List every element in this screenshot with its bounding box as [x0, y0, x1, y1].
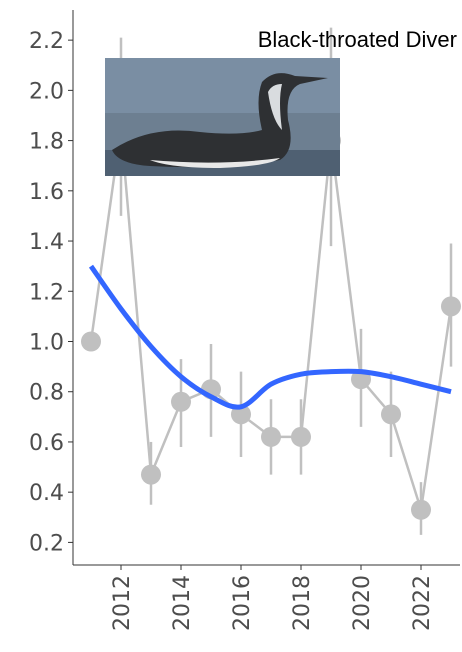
y-tick-label: 2.0 — [29, 79, 64, 104]
data-point — [171, 391, 191, 412]
x-tick-label: 2018 — [290, 575, 315, 631]
y-tick-label: 1.4 — [29, 230, 64, 255]
trend-line — [88, 264, 452, 410]
x-tick-label: 2020 — [350, 575, 375, 631]
y-tick-label: 0.4 — [29, 481, 64, 506]
y-tick-label: 0.2 — [29, 531, 64, 556]
y-tick-label: 2.2 — [29, 29, 64, 54]
y-tick-label: 1.2 — [29, 280, 64, 305]
y-tick-label: 0.8 — [29, 381, 64, 406]
y-tick-label: 1.0 — [29, 330, 64, 355]
x-tick-label: 2022 — [410, 575, 435, 631]
data-point — [81, 331, 101, 352]
y-tick-label: 1.8 — [29, 130, 64, 155]
x-tick-label: 2016 — [230, 575, 255, 631]
data-point — [141, 464, 161, 485]
x-tick-label: 2012 — [110, 575, 135, 631]
y-tick-label: 0.6 — [29, 431, 64, 456]
data-point — [411, 499, 431, 520]
chart-title: Black-throated Diver — [258, 27, 457, 52]
data-point — [291, 426, 311, 447]
x-tick-label: 2014 — [170, 575, 195, 631]
data-point — [381, 404, 401, 425]
plot-area: 0.2 0.4 0.6 0.8 1.0 1.2 1.4 1.6 1.8 2.0 2.2 2012 201… — [29, 10, 461, 631]
data-point — [441, 296, 461, 317]
data-point — [261, 426, 281, 447]
bird-photo — [105, 58, 340, 176]
y-tick-label: 1.6 — [29, 180, 64, 205]
